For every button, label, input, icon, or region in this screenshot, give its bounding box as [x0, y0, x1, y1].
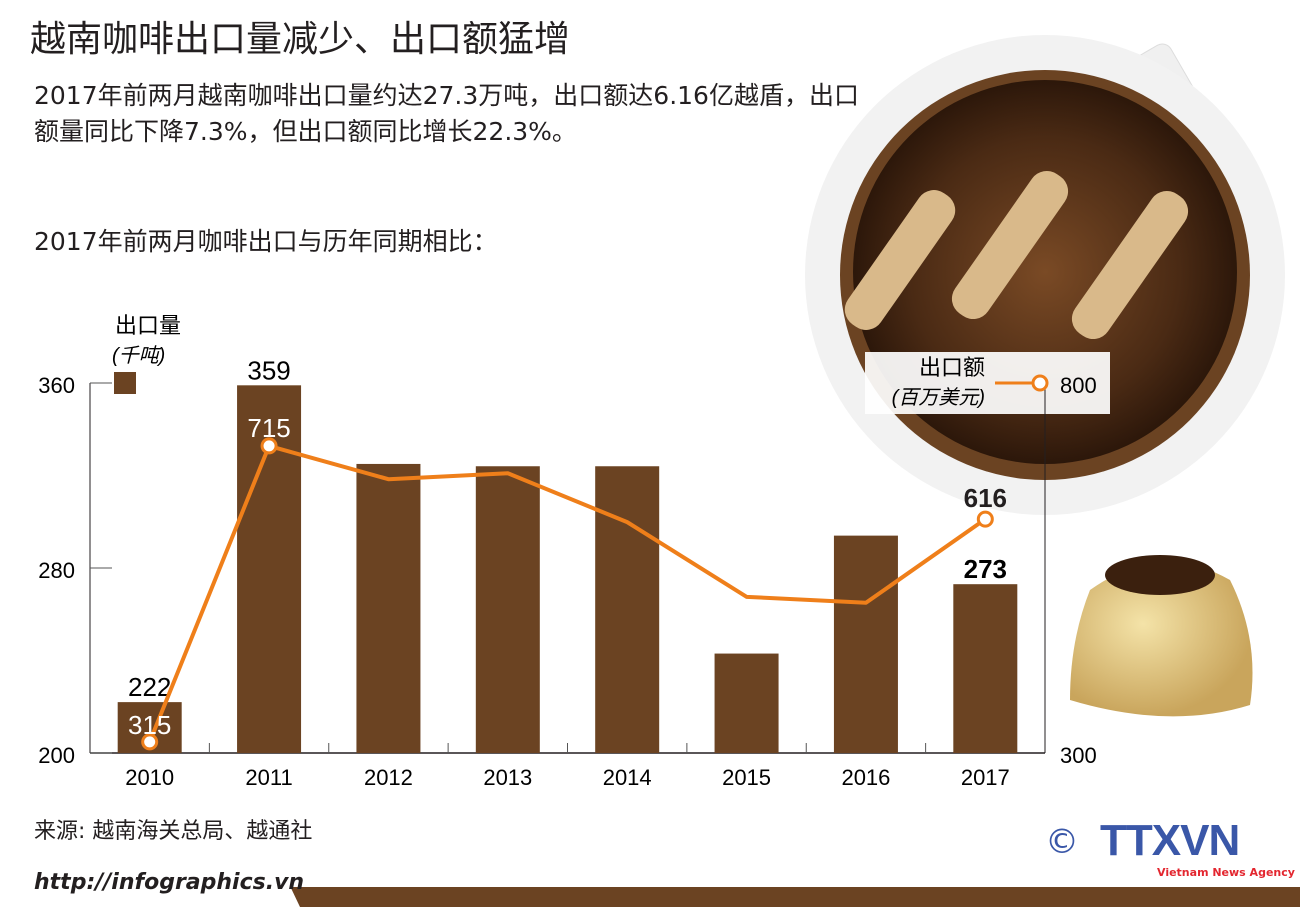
bar-2012 — [356, 463, 421, 753]
bar-value-label: 273 — [964, 554, 1007, 584]
chart-area: 200 280 360 300 800 出口量 (千吨) 出口额 (百万美元) 2010 222 20… — [38, 313, 1096, 790]
x-tick-label: 2016 — [841, 765, 890, 790]
x-tick-label: 2013 — [483, 765, 532, 790]
legend-line-marker — [1031, 374, 1049, 392]
x-tick-label: 2015 — [722, 765, 771, 790]
left-tick-label: 280 — [38, 558, 75, 583]
line-value-label: 715 — [247, 413, 290, 443]
bar-2017 — [953, 584, 1018, 753]
url-tab — [0, 865, 300, 907]
logo-tagline: Vietnam News Agency — [1157, 866, 1295, 879]
x-tick-label: 2010 — [125, 765, 174, 790]
right-tick-label: 300 — [1060, 743, 1097, 768]
footer-bar — [0, 887, 1300, 907]
bar-value-label: 222 — [128, 672, 171, 702]
x-tick-label: 2012 — [364, 765, 413, 790]
line-point-2011 — [260, 437, 278, 455]
line-value-label: 315 — [128, 710, 171, 740]
copyright-symbol: © — [1045, 822, 1079, 862]
x-tick-label: 2011 — [245, 765, 292, 790]
left-axis-unit: (千吨) — [112, 345, 165, 367]
x-tick-label: 2017 — [961, 765, 1010, 790]
line-point-2017 — [976, 510, 994, 528]
website-link[interactable]: http://infographics.vn — [34, 870, 305, 895]
bar-2013 — [475, 466, 540, 753]
legend-bar-swatch — [114, 372, 136, 394]
line-value-label: 616 — [964, 483, 1007, 513]
line-point-2010 — [141, 733, 159, 751]
left-axis-title: 出口量 — [115, 313, 181, 338]
source-note: 来源: 越南海关总局、越通社 — [34, 819, 313, 844]
line-series-export-value — [147, 443, 987, 743]
bar-2015 — [714, 653, 779, 753]
subtitle: 2017年前两月越南咖啡出口量约达27.3万吨，出口额达6.16亿越盾，出口额量… — [34, 81, 859, 146]
bar-2014 — [595, 466, 660, 753]
logo-text: TTXVN — [1100, 816, 1240, 865]
x-tick-label: 2014 — [603, 765, 652, 790]
coffee-sack-image — [1070, 555, 1253, 717]
bar-value-label: 359 — [247, 355, 290, 385]
left-tick-label: 200 — [38, 743, 75, 768]
right-axis-unit: (百万美元) — [892, 387, 985, 409]
right-axis-title: 出口额 — [919, 355, 985, 380]
page-title: 越南咖啡出口量减少、出口额猛增 — [30, 19, 571, 60]
chart-label: 2017年前两月咖啡出口与历年同期相比： — [34, 227, 498, 256]
bar-2016 — [833, 535, 898, 753]
right-tick-label: 800 — [1060, 373, 1097, 398]
left-tick-label: 360 — [38, 373, 75, 398]
